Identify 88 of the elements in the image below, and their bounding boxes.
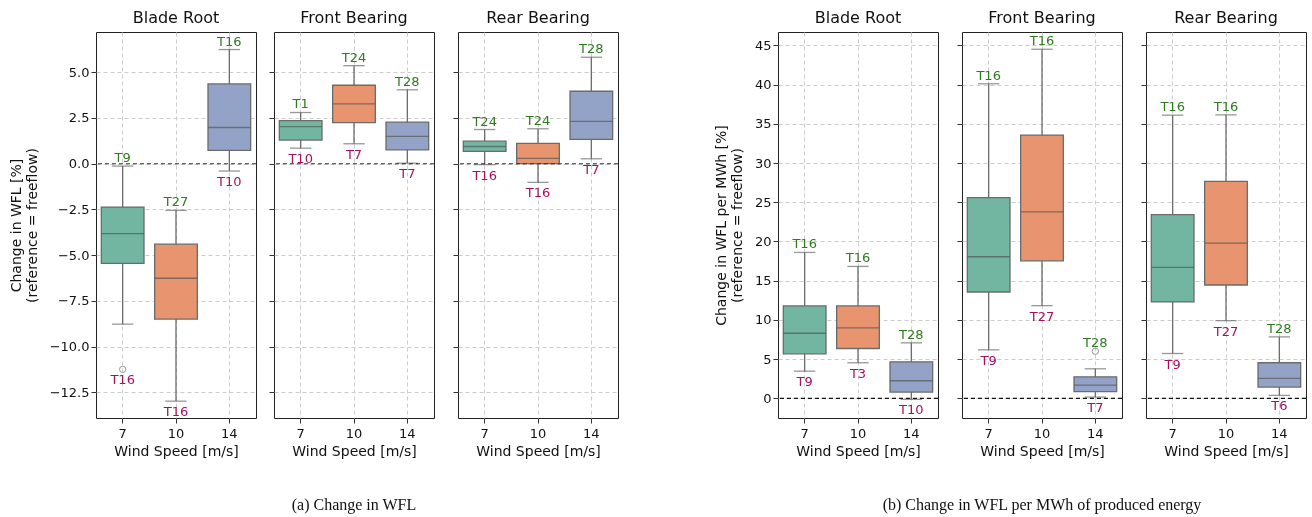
x-axis-title: Wind Speed [m/s] [980, 442, 1105, 459]
x-tick-label: 10 [529, 425, 547, 441]
annotation: T27 [162, 194, 189, 210]
y-tick-label: −10.0 [49, 339, 90, 355]
chart-title: Blade Root [132, 8, 220, 27]
x-tick-label: 10 [167, 425, 185, 441]
y-tick-label: 2.5 [68, 110, 90, 126]
text: (b) Change in WFL per MWh of produced energy [882, 496, 1202, 514]
y-tick-label: 10 [754, 312, 772, 328]
annotation: T28 [1266, 320, 1292, 336]
annotation: T10 [898, 402, 924, 418]
annotation: T28 [1082, 335, 1108, 351]
chart-title: Front Bearing [988, 8, 1096, 27]
chart-title: Rear Bearing [486, 8, 590, 27]
annotation: T16 [975, 67, 1001, 83]
y-tick-label: 15 [754, 273, 772, 289]
x-tick-label: 14 [221, 425, 238, 441]
x-tick-label: 7 [480, 425, 489, 441]
y-tick-label: 25 [754, 194, 772, 210]
annotation: T27 [1028, 308, 1055, 324]
x-tick-label: 7 [1168, 425, 1177, 441]
y-tick-label: −7.5 [57, 293, 90, 309]
y-axis-title: Change in WFL per MWh [%] (reference = freeflow) [712, 125, 745, 326]
x-axis-title: Wind Speed [m/s] [796, 442, 921, 459]
x-tick-label: 7 [984, 425, 993, 441]
annotation: T7 [1086, 400, 1104, 416]
annotation: T10 [287, 151, 313, 167]
annotation: T3 [848, 365, 867, 381]
y-axis-title: Change in WFL [%] (reference = freeflow) [7, 148, 40, 303]
y-tick-label: 0.0 [68, 156, 90, 172]
x-tick-label: 7 [800, 425, 809, 441]
annotation: T24 [340, 49, 367, 65]
y-tick-label: 35 [754, 116, 772, 132]
annotation: T16 [524, 185, 551, 201]
y-tick-label: 30 [754, 155, 772, 171]
annotation: T16 [216, 33, 242, 49]
x-tick-label: 14 [903, 425, 920, 441]
annotation: T28 [394, 73, 420, 89]
annotation: T7 [398, 166, 416, 182]
x-tick-label: 10 [345, 425, 363, 441]
x-tick-label: 14 [399, 425, 416, 441]
x-tick-label: 14 [583, 425, 600, 441]
y-tick-label: 40 [754, 77, 772, 93]
y-tick-label: 5.0 [68, 64, 90, 80]
annotation: T16 [1212, 98, 1239, 114]
text: (a) Change in WFL [291, 496, 417, 514]
y-tick-label: −2.5 [57, 201, 90, 217]
annotation: T16 [1028, 33, 1055, 49]
annotation: T28 [578, 41, 604, 57]
x-tick-label: 10 [1033, 425, 1051, 441]
chart-title: Front Bearing [300, 8, 408, 27]
y-tick-label: −5.0 [57, 247, 90, 263]
x-tick-label: 14 [1271, 425, 1288, 441]
y-tick-label: 0 [763, 390, 772, 406]
x-tick-label: 10 [1217, 425, 1235, 441]
annotation: T24 [471, 113, 497, 129]
annotation: T1 [291, 96, 309, 112]
annotation: T16 [1159, 99, 1185, 115]
annotation: T27 [1212, 323, 1239, 339]
annotation: T9 [979, 352, 997, 368]
x-tick-label: 14 [1087, 425, 1104, 441]
y-tick-label: 45 [754, 37, 772, 53]
x-tick-label: 7 [118, 425, 127, 441]
x-axis-title: Wind Speed [m/s] [476, 442, 601, 459]
annotation: T6 [1270, 398, 1288, 414]
chart-title: Blade Root [814, 8, 902, 27]
x-tick-label: 10 [849, 425, 867, 441]
annotation: T16 [791, 236, 817, 252]
x-axis-title: Wind Speed [m/s] [114, 442, 239, 459]
annotation: T16 [844, 250, 871, 266]
annotation: T16 [162, 404, 189, 420]
chart-title: Rear Bearing [1174, 8, 1278, 27]
annotation: T7 [582, 161, 600, 177]
y-tick-label: −12.5 [49, 384, 90, 400]
y-tick-label: 5 [763, 351, 772, 367]
y-tick-label: 20 [754, 233, 772, 249]
annotation: T10 [216, 174, 242, 190]
annotation: T24 [524, 112, 551, 128]
x-axis-title: Wind Speed [m/s] [1164, 442, 1289, 459]
annotation: T7 [344, 146, 363, 162]
x-axis-title: Wind Speed [m/s] [292, 442, 417, 459]
annotation: T16 [471, 167, 497, 183]
annotation: T9 [1163, 356, 1181, 372]
annotation: T16 [109, 372, 135, 388]
x-tick-label: 7 [296, 425, 305, 441]
annotation: T28 [898, 326, 924, 342]
annotation: T9 [113, 150, 131, 166]
annotation: T9 [795, 374, 813, 390]
